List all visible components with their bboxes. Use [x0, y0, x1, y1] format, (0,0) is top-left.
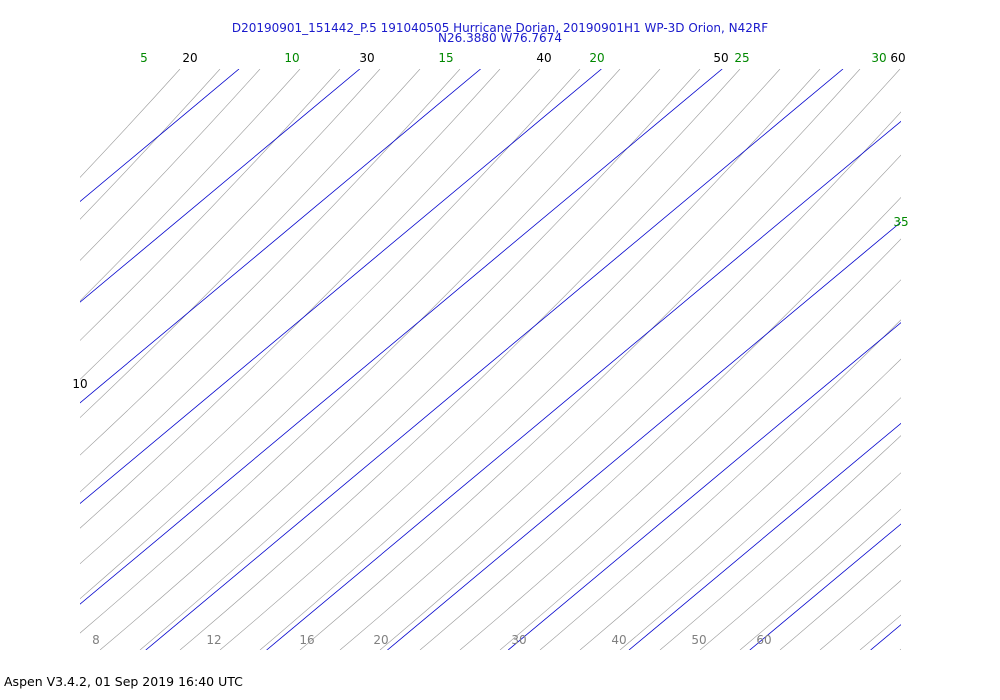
moist-adiabat-line — [899, 648, 901, 650]
moist-adiabat-line — [499, 279, 901, 650]
moist-adiabat-line — [980, 69, 1000, 650]
moist-adiabat-line — [80, 69, 381, 380]
moist-adiabat-line — [80, 69, 181, 178]
mixing-ratio-label: 35 — [893, 215, 908, 229]
moist-adiabat-line — [819, 580, 901, 650]
isotherm-line — [80, 69, 361, 303]
mixing-ratio-label: 30 — [871, 51, 886, 65]
isotherm-line — [80, 69, 240, 203]
moist-adiabat-line — [80, 69, 501, 493]
chart-title: D20190901_151442_P.5 191040505 Hurricane… — [231, 21, 769, 35]
moist-adiabat-label: 8 — [92, 633, 100, 647]
chart-subtitle-position: N26.3880 W76.7674 — [438, 31, 562, 45]
dry-adiabat-label: 30 — [359, 51, 374, 65]
mixing-ratio-label: 10 — [284, 51, 299, 65]
isotherm-line — [80, 69, 723, 605]
moist-adiabat-line — [80, 69, 541, 529]
dry-adiabat-label: 50 — [713, 51, 728, 65]
moist-adiabat-label: 16 — [299, 633, 314, 647]
moist-adiabat-label: 30 — [511, 633, 526, 647]
isotherm-line — [749, 523, 901, 650]
isotherm-line — [870, 624, 901, 650]
dry-adiabat-label: 60 — [890, 51, 905, 65]
axis-labels: 1235-20-10010203040510152025303510203040… — [72, 51, 908, 647]
moist-adiabat-line — [699, 472, 901, 650]
moist-adiabat-line — [80, 69, 421, 419]
moist-adiabat-line — [539, 319, 901, 650]
mixing-ratio-label: 15 — [438, 51, 453, 65]
moist-adiabat-line — [940, 69, 1000, 650]
moist-adiabat-line — [259, 69, 861, 650]
moist-adiabat-line — [459, 238, 901, 650]
mixing-ratio-label: 25 — [734, 51, 749, 65]
moist-adiabat-line — [80, 69, 221, 220]
isotherm-line — [80, 69, 481, 404]
isotherm-line — [628, 422, 901, 650]
moist-adiabat-line — [80, 69, 341, 341]
moist-adiabat-line — [339, 111, 901, 650]
isotherm-line — [145, 69, 844, 650]
mixing-ratio-label: 20 — [589, 51, 604, 65]
moist-adiabat-line — [299, 69, 901, 650]
moist-adiabat-label: 40 — [611, 633, 626, 647]
software-version-footer: Aspen V3.4.2, 01 Sep 2019 16:40 UTC — [4, 674, 243, 689]
moist-adiabat-line — [619, 397, 901, 650]
moist-adiabat-line — [139, 69, 741, 650]
moist-adiabat-label: 60 — [756, 633, 771, 647]
mixing-ratio-label: 5 — [140, 51, 148, 65]
moist-adiabat-line — [80, 69, 461, 456]
dry-adiabat-label: 10 — [72, 377, 87, 391]
moist-adiabat-label: 12 — [206, 633, 221, 647]
moist-adiabat-line — [739, 508, 901, 650]
moist-adiabat-line — [219, 69, 821, 650]
moist-adiabat-label: 20 — [373, 633, 388, 647]
moist-adiabat-line — [179, 69, 781, 650]
moist-adiabat-line — [80, 69, 261, 261]
isotherm-line — [387, 221, 901, 650]
moist-adiabat-line — [659, 435, 901, 650]
dry-adiabat-label: 40 — [536, 51, 551, 65]
moist-adiabat-line — [579, 358, 901, 650]
moist-adiabat-line — [779, 544, 901, 650]
moist-adiabat-line — [80, 69, 621, 600]
moist-adiabat-line — [80, 69, 301, 302]
moist-adiabats — [80, 69, 1000, 650]
isotherms — [80, 69, 901, 650]
isotherm-line — [80, 69, 602, 505]
moist-adiabat-line — [379, 154, 901, 650]
moist-adiabat-label: 50 — [691, 633, 706, 647]
moist-adiabat-line — [80, 69, 581, 565]
dry-adiabat-label: 20 — [182, 51, 197, 65]
moist-adiabat-line — [80, 69, 661, 634]
isotherm-line — [266, 120, 901, 650]
moist-adiabat-line — [419, 196, 901, 650]
moist-adiabat-line — [99, 69, 701, 650]
isotherm-line — [507, 322, 901, 650]
